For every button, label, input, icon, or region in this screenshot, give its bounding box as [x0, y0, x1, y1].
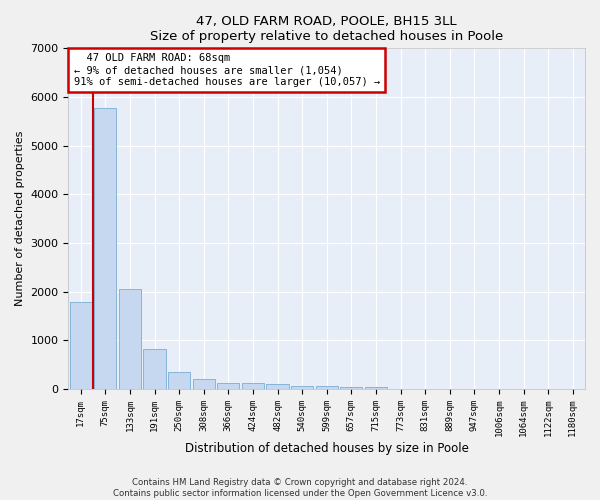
Bar	[365, 387, 387, 389]
Title: 47, OLD FARM ROAD, POOLE, BH15 3LL
Size of property relative to detached houses : 47, OLD FARM ROAD, POOLE, BH15 3LL Size …	[150, 15, 503, 43]
Bar	[217, 383, 239, 389]
Bar	[291, 386, 313, 389]
Bar	[143, 349, 166, 389]
Y-axis label: Number of detached properties: Number of detached properties	[15, 131, 25, 306]
Bar	[70, 302, 92, 389]
Bar	[193, 380, 215, 389]
Bar	[242, 384, 264, 389]
Text: Contains HM Land Registry data © Crown copyright and database right 2024.
Contai: Contains HM Land Registry data © Crown c…	[113, 478, 487, 498]
Text: 47 OLD FARM ROAD: 68sqm
← 9% of detached houses are smaller (1,054)
91% of semi-: 47 OLD FARM ROAD: 68sqm ← 9% of detached…	[74, 54, 380, 86]
Bar	[266, 384, 289, 389]
Bar	[119, 289, 141, 389]
X-axis label: Distribution of detached houses by size in Poole: Distribution of detached houses by size …	[185, 442, 469, 455]
Bar	[94, 108, 116, 389]
Bar	[340, 386, 362, 389]
Bar	[316, 386, 338, 389]
Bar	[168, 372, 190, 389]
